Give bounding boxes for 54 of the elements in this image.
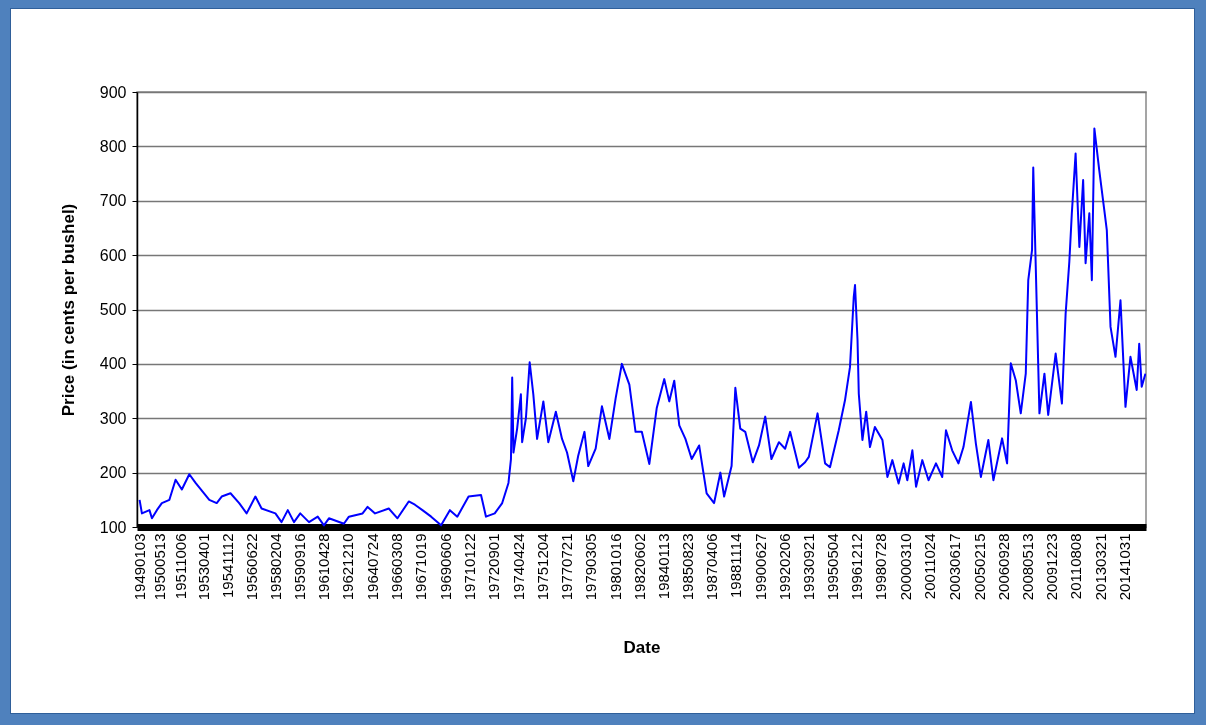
y-tick-label: 900 <box>99 83 127 101</box>
x-tick-label: 20141031 <box>1115 533 1133 601</box>
x-tick-label: 20011024 <box>920 533 938 600</box>
y-tick-label: 500 <box>99 301 127 318</box>
x-tick-label: 19690606 <box>436 533 454 601</box>
x-axis-title: Date <box>623 638 661 658</box>
x-tick-label: 19980728 <box>872 533 890 601</box>
x-tick-label: 19671019 <box>412 533 430 601</box>
x-tick-label: 19850823 <box>679 533 697 601</box>
x-tick-label: 19881114 <box>727 533 745 599</box>
line-series <box>138 127 1146 527</box>
x-tick-label: 19770721 <box>558 533 576 601</box>
x-tick-label: 19900627 <box>751 533 769 601</box>
x-tick-label: 20091223 <box>1043 533 1061 601</box>
x-tick-label: 20130321 <box>1091 533 1109 601</box>
y-tick-label: 300 <box>99 409 127 427</box>
x-tick-label: 19801016 <box>606 533 624 601</box>
x-tick-label: 19930921 <box>799 533 817 601</box>
x-tick-label: 19511006 <box>172 533 190 600</box>
x-tick-label: 19790305 <box>582 533 600 601</box>
x-tick-label: 19490103 <box>131 533 149 601</box>
y-tick-label: 800 <box>99 137 127 155</box>
x-tick-label: 19870406 <box>703 533 721 601</box>
x-tick-label: 20110808 <box>1067 533 1085 600</box>
x-tick-label: 19840113 <box>655 533 673 600</box>
x-tick-label: 19621210 <box>339 533 357 601</box>
x-tick-label: 19820602 <box>630 533 648 601</box>
x-tick-label: 20060928 <box>994 533 1012 601</box>
x-tick-label: 20050215 <box>970 533 988 601</box>
y-tick-label: 200 <box>99 464 127 482</box>
y-tick-label: 700 <box>99 192 127 210</box>
x-tick-label: 19500513 <box>151 533 169 601</box>
x-tick-label: 19950504 <box>824 533 842 601</box>
y-axis-title: Price (in cents per bushel) <box>58 203 78 417</box>
x-tick-label: 19580204 <box>267 533 285 601</box>
x-tick-label: 19961212 <box>848 533 866 601</box>
y-tick-label: 100 <box>99 518 127 536</box>
x-tick-label: 19720901 <box>485 533 503 601</box>
x-tick-label: 20000310 <box>896 533 914 601</box>
x-tick-label: 20030617 <box>945 533 963 601</box>
x-tick-label: 19590916 <box>291 533 309 601</box>
y-tick-label: 600 <box>99 246 127 264</box>
x-tick-label: 20080513 <box>1018 533 1036 601</box>
x-tick-label: 19751204 <box>533 533 551 601</box>
x-tick-label: 19560622 <box>242 533 260 601</box>
x-tick-label: 19541112 <box>218 533 236 599</box>
x-tick-label: 19920206 <box>775 533 793 601</box>
x-tick-label: 19640724 <box>363 533 381 601</box>
x-tick-label: 19710122 <box>460 533 478 601</box>
x-tick-label: 19610428 <box>315 533 333 601</box>
y-tick-label: 400 <box>99 355 127 373</box>
x-tick-label: 19660308 <box>387 533 405 601</box>
x-tick-label: 19740424 <box>509 533 527 601</box>
x-tick-label: 19530401 <box>194 533 212 601</box>
